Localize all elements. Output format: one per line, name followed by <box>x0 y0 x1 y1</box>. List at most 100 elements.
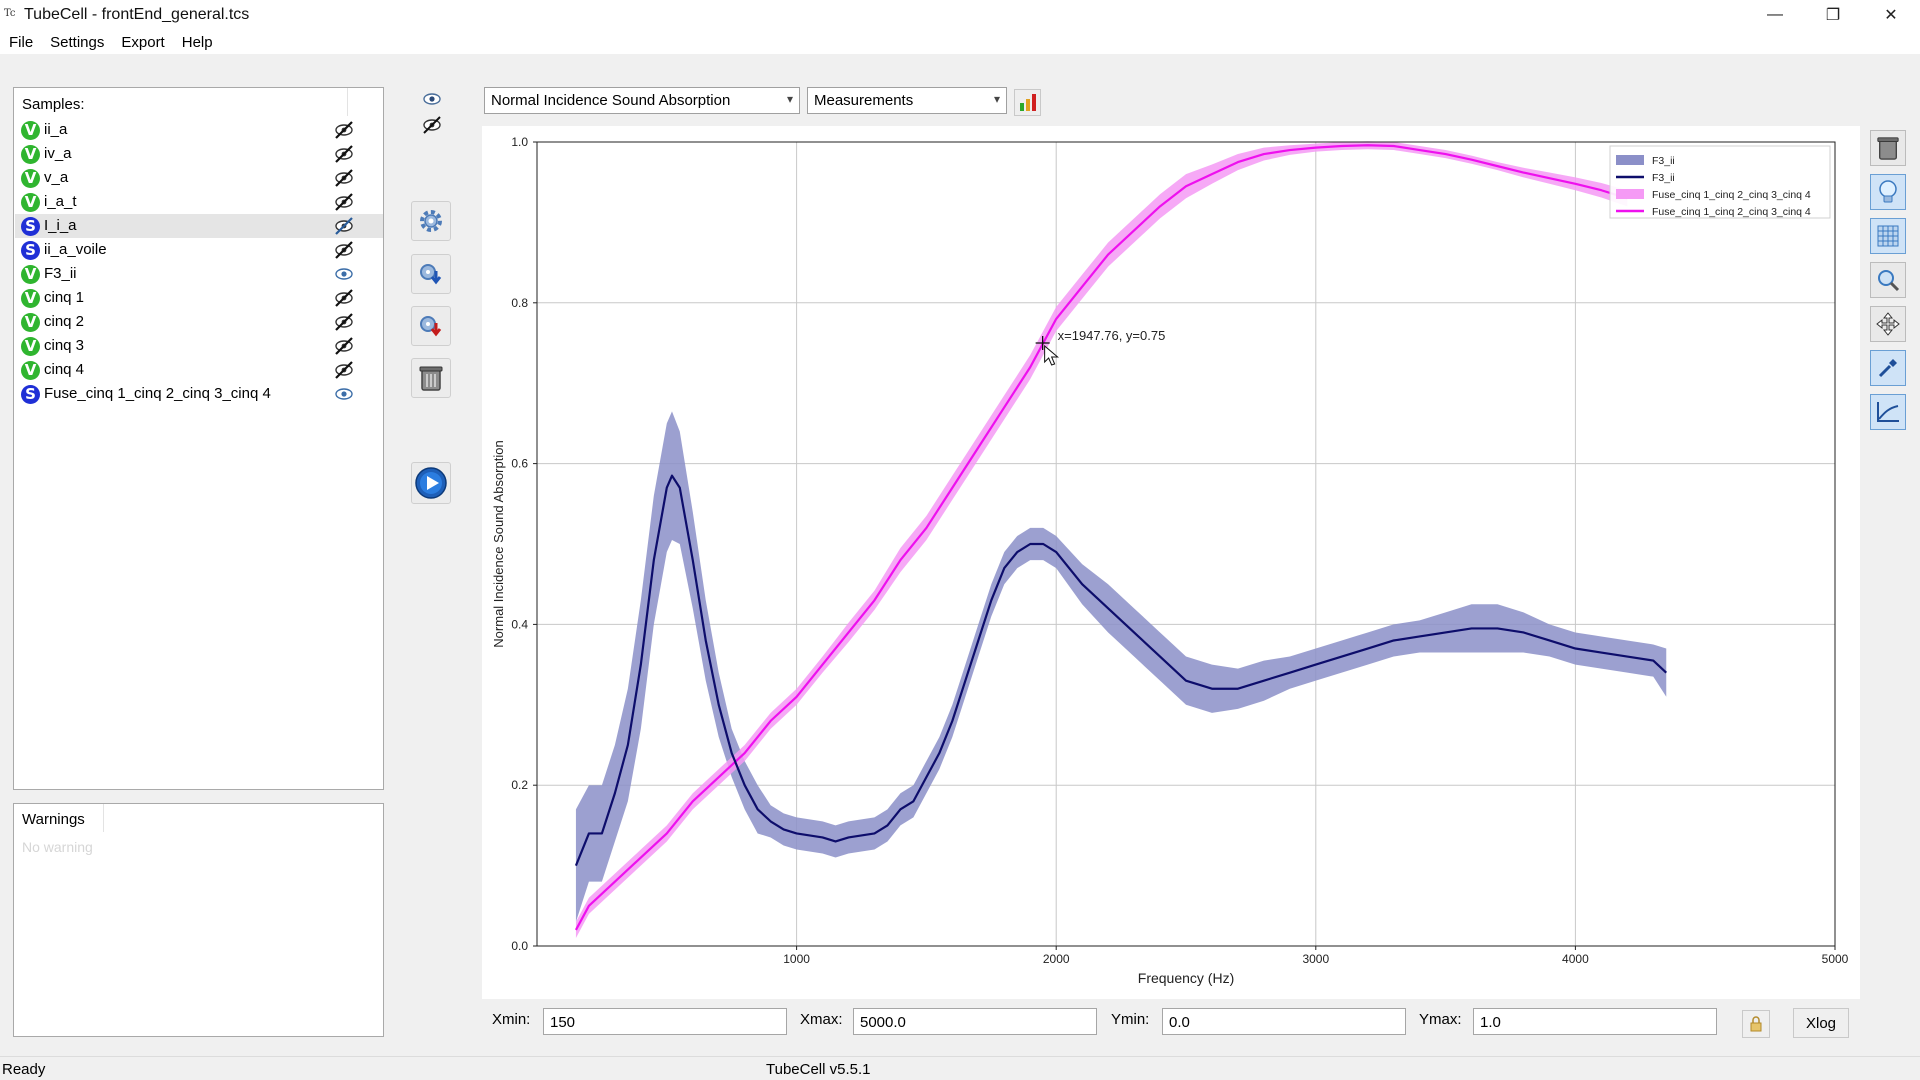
eye-visible-icon[interactable] <box>333 384 355 404</box>
pan-button[interactable] <box>1870 306 1906 342</box>
y-tick-label: 1.0 <box>511 135 528 149</box>
move-arrows-icon <box>1876 312 1900 336</box>
eye-hidden-icon[interactable] <box>333 168 355 188</box>
sample-name: cinq 4 <box>44 361 85 378</box>
eye-hidden-icon[interactable] <box>333 240 355 260</box>
xmin-input[interactable]: 150 <box>543 1008 787 1035</box>
bar-chart-icon <box>1019 94 1036 111</box>
grid-toggle-button[interactable] <box>1870 218 1906 254</box>
menu-help[interactable]: Help <box>181 33 213 51</box>
curve-fit-button[interactable] <box>1870 394 1906 430</box>
sample-row[interactable]: V F3_ii <box>15 262 383 286</box>
samples-header: Samples: <box>22 96 85 113</box>
axes: 1000 2000 3000 4000 5000 0.0 0.2 0.4 0.6 0.8 1.0 Fr… <box>491 135 1849 986</box>
cursor-readout-text: x=1947.76, y=0.75 <box>1058 328 1166 343</box>
highlight-button[interactable] <box>1870 174 1906 210</box>
chevron-down-icon: ▾ <box>993 92 1000 106</box>
maximize-button[interactable]: ❐ <box>1825 7 1841 24</box>
y-tick-label: 0.4 <box>511 617 528 631</box>
x-tick-label: 4000 <box>1562 952 1589 966</box>
series-line <box>574 144 1628 931</box>
import-sample-button[interactable] <box>411 254 451 294</box>
eye-hidden-icon[interactable] <box>333 336 355 356</box>
plot-area[interactable]: 1000 2000 3000 4000 5000 0.0 0.2 0.4 0.6 0.8 1.0 Fr… <box>482 126 1860 999</box>
gear-export-icon <box>420 316 442 337</box>
grid-lines <box>537 142 1835 946</box>
quantity-select[interactable]: Normal Incidence Sound Absorption ▾ <box>484 87 800 114</box>
mouse-pointer-icon <box>1044 344 1060 366</box>
eye-visible-icon[interactable] <box>333 264 355 284</box>
warnings-tab[interactable]: Warnings <box>22 811 85 828</box>
sample-name: ii_a_voile <box>44 241 107 258</box>
series-lines <box>574 144 1668 931</box>
app-icon: Tc <box>4 8 16 19</box>
run-button[interactable] <box>411 462 451 504</box>
legend-box <box>1609 145 1831 219</box>
zoom-button[interactable] <box>1870 262 1906 298</box>
menu-export[interactable]: Export <box>121 33 165 51</box>
pick-point-button[interactable] <box>1870 350 1906 386</box>
sample-name: Fuse_cinq 1_cinq 2_cinq 3_cinq 4 <box>44 385 271 402</box>
series-band <box>575 411 1667 922</box>
curve-chart-icon <box>1877 402 1899 422</box>
eye-hidden-icon[interactable] <box>333 312 355 332</box>
validated-badge-icon: V <box>21 193 40 212</box>
magnifier-icon <box>1878 270 1900 292</box>
legend-swatch-band <box>1616 155 1644 165</box>
eye-hidden-icon[interactable] <box>333 192 355 212</box>
xlog-toggle-button[interactable]: Xlog <box>1793 1008 1849 1038</box>
pipette-icon <box>1878 359 1897 378</box>
close-button[interactable]: ✕ <box>1884 7 1898 24</box>
hide-all-eye-icon[interactable] <box>420 114 444 136</box>
chart-type-button[interactable] <box>1014 89 1041 116</box>
xmax-input[interactable]: 5000.0 <box>853 1008 1097 1035</box>
validated-badge-icon: V <box>21 289 40 308</box>
status-bar: Ready TubeCell v5.5.1 <box>0 1056 1920 1080</box>
eye-hidden-icon[interactable] <box>333 288 355 308</box>
validated-badge-icon: V <box>21 265 40 284</box>
x-tick-label: 3000 <box>1302 952 1329 966</box>
sample-name: I_i_a <box>44 217 77 234</box>
ymin-input[interactable]: 0.0 <box>1162 1008 1406 1035</box>
simulated-badge-icon: S <box>21 217 40 236</box>
legend-label: Fuse_cinq 1_cinq 2_cinq 3_cinq 4 <box>1652 206 1811 218</box>
menu-settings[interactable]: Settings <box>50 33 105 51</box>
validated-badge-icon: V <box>21 121 40 140</box>
clear-plot-button[interactable] <box>1870 130 1906 166</box>
simulated-badge-icon: S <box>21 241 40 260</box>
lock-axes-button[interactable] <box>1742 1010 1770 1038</box>
delete-sample-button[interactable] <box>411 358 451 398</box>
validated-badge-icon: V <box>21 313 40 332</box>
validated-badge-icon: V <box>21 169 40 188</box>
y-tick-label: 0.2 <box>511 778 528 792</box>
source-select[interactable]: Measurements ▾ <box>807 87 1007 114</box>
sample-row[interactable]: S I_i_a <box>15 214 383 238</box>
export-sample-button[interactable] <box>411 306 451 346</box>
legend-label: F3_ii <box>1652 155 1675 167</box>
ymax-input[interactable]: 1.0 <box>1473 1008 1717 1035</box>
settings-gear-button[interactable] <box>411 201 451 241</box>
validated-badge-icon: V <box>21 337 40 356</box>
minimize-button[interactable]: — <box>1767 6 1783 23</box>
eye-hidden-icon[interactable] <box>333 216 355 236</box>
eye-hidden-icon[interactable] <box>333 360 355 380</box>
eye-hidden-icon[interactable] <box>333 120 355 140</box>
y-tick-label: 0.0 <box>511 939 528 953</box>
sample-name: cinq 1 <box>44 289 85 306</box>
menu-file[interactable]: File <box>9 33 34 51</box>
show-all-eye-icon[interactable] <box>421 91 443 107</box>
sample-name: F3_ii <box>44 265 77 282</box>
chart-svg[interactable]: 1000 2000 3000 4000 5000 0.0 0.2 0.4 0.6 0.8 1.0 Fr… <box>482 126 1860 999</box>
eye-hidden-icon[interactable] <box>333 144 355 164</box>
sample-row[interactable]: S Fuse_cinq 1_cinq 2_cinq 3_cinq 4 <box>15 382 383 406</box>
